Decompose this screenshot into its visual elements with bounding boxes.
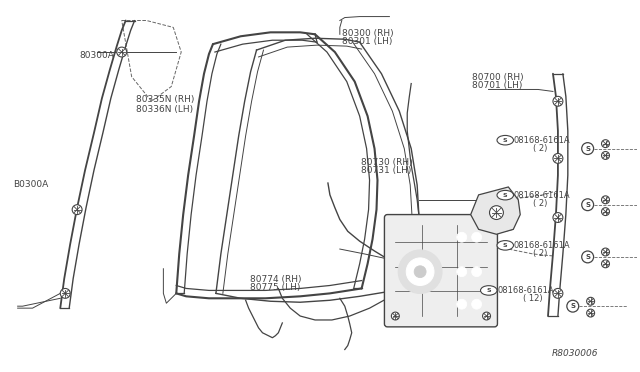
Circle shape	[602, 248, 609, 256]
Text: 80300 (RH): 80300 (RH)	[342, 29, 394, 38]
Text: S: S	[585, 202, 590, 208]
Circle shape	[481, 286, 497, 295]
FancyBboxPatch shape	[385, 215, 497, 327]
Text: ( 12): ( 12)	[523, 294, 543, 303]
Text: S: S	[570, 303, 575, 309]
Circle shape	[582, 142, 594, 154]
Circle shape	[116, 47, 127, 57]
Circle shape	[567, 300, 579, 312]
Text: ( 2): ( 2)	[532, 249, 547, 258]
Circle shape	[587, 297, 595, 305]
Text: 08168-6161A: 08168-6161A	[498, 286, 554, 295]
Circle shape	[457, 232, 467, 242]
Circle shape	[497, 241, 513, 250]
Circle shape	[602, 260, 609, 268]
Text: 80731 (LH): 80731 (LH)	[361, 166, 412, 175]
Text: 80775 (LH): 80775 (LH)	[250, 283, 301, 292]
Circle shape	[457, 299, 467, 309]
Circle shape	[582, 251, 594, 263]
Text: S: S	[503, 193, 508, 198]
Text: S: S	[585, 145, 590, 151]
Circle shape	[497, 190, 513, 200]
Circle shape	[553, 212, 563, 222]
Circle shape	[602, 196, 609, 204]
Text: 08168-6161A: 08168-6161A	[513, 191, 570, 200]
Circle shape	[602, 208, 609, 215]
Circle shape	[392, 312, 399, 320]
Text: 80301 (LH): 80301 (LH)	[342, 38, 392, 46]
Text: 80336N (LH): 80336N (LH)	[136, 105, 193, 113]
Text: ( 2): ( 2)	[532, 199, 547, 208]
Circle shape	[582, 199, 594, 211]
Circle shape	[60, 288, 70, 298]
Text: S: S	[585, 254, 590, 260]
Text: ( 2): ( 2)	[532, 144, 547, 153]
Circle shape	[472, 267, 481, 277]
Text: 80300A: 80300A	[79, 51, 114, 60]
Text: S: S	[503, 243, 508, 248]
Circle shape	[602, 140, 609, 148]
Circle shape	[406, 258, 434, 285]
Circle shape	[414, 266, 426, 278]
Circle shape	[472, 232, 481, 242]
Text: 80700 (RH): 80700 (RH)	[472, 73, 524, 83]
Text: 80335N (RH): 80335N (RH)	[136, 95, 195, 105]
Circle shape	[398, 250, 442, 294]
Circle shape	[472, 299, 481, 309]
Text: S: S	[503, 138, 508, 143]
Circle shape	[490, 206, 504, 219]
Text: S: S	[486, 288, 491, 293]
Text: 80701 (LH): 80701 (LH)	[472, 81, 523, 90]
Text: 08168-6161A: 08168-6161A	[513, 136, 570, 145]
Circle shape	[553, 96, 563, 106]
Text: 80730 (RH): 80730 (RH)	[361, 158, 413, 167]
Circle shape	[602, 151, 609, 160]
Circle shape	[553, 288, 563, 298]
Polygon shape	[470, 187, 520, 234]
Text: 08168-6161A: 08168-6161A	[513, 241, 570, 250]
Circle shape	[483, 312, 490, 320]
Text: R8030006: R8030006	[552, 349, 598, 358]
Circle shape	[553, 154, 563, 163]
Text: 80774 (RH): 80774 (RH)	[250, 275, 301, 284]
Circle shape	[587, 309, 595, 317]
Circle shape	[72, 205, 82, 215]
Text: B0300A: B0300A	[13, 180, 48, 189]
Circle shape	[497, 135, 513, 145]
Circle shape	[457, 267, 467, 277]
